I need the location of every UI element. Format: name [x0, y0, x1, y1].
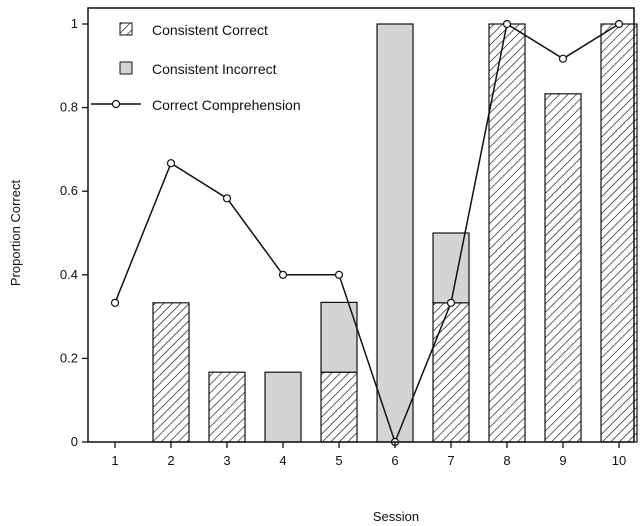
y-tick-label: 0.2 [60, 350, 78, 365]
y-axis: 0 0.2 0.4 0.6 0.8 1 [60, 16, 88, 449]
line-point [166, 159, 176, 168]
line-point [558, 54, 568, 63]
x-tick-label: 7 [447, 453, 454, 468]
comprehension-line [110, 19, 624, 447]
y-tick-label: 0 [71, 434, 78, 449]
y-axis-title: Proportion Correct [8, 180, 23, 287]
plot-frame [87, 7, 635, 443]
legend-label-correct-comprehension: Correct Comprehension [152, 97, 301, 113]
bar-consistent-correct [432, 302, 470, 443]
x-tick-label: 8 [503, 453, 510, 468]
line-point [446, 298, 456, 307]
x-tick-label: 9 [559, 453, 566, 468]
x-tick-label: 1 [111, 453, 118, 468]
line-point [502, 19, 512, 29]
line-correct-comprehension [114, 22, 620, 445]
line-point [614, 19, 624, 29]
x-axis: 1 2 3 4 5 6 7 8 9 10 [111, 442, 626, 468]
legend-swatch-consistent-correct [119, 22, 133, 36]
y-tick-label: 0.8 [60, 100, 78, 115]
y-tick-label: 1 [71, 16, 78, 31]
line-point [222, 194, 232, 203]
x-tick-label: 4 [279, 453, 286, 468]
bars [152, 23, 638, 443]
bar-consistent-incorrect [264, 371, 302, 443]
legend-label-consistent-correct: Consistent Correct [152, 22, 268, 38]
bar-consistent-correct [320, 371, 358, 443]
x-tick-label: 2 [167, 453, 174, 468]
bar-consistent-correct [152, 302, 190, 443]
line-point [278, 270, 288, 279]
x-tick-label: 6 [391, 453, 398, 468]
y-tick-label: 0.4 [60, 267, 78, 282]
x-tick-label: 3 [223, 453, 230, 468]
bar-consistent-correct [208, 371, 246, 443]
x-tick-label: 5 [335, 453, 342, 468]
legend-swatch-consistent-incorrect [119, 61, 133, 75]
bar-consistent-incorrect [320, 301, 358, 373]
bar-consistent-correct [600, 23, 638, 443]
legend: Consistent Correct Consistent Incorrect … [91, 22, 301, 113]
legend-marker-sample [111, 99, 121, 109]
bar-consistent-correct [544, 93, 582, 443]
x-tick-label: 10 [612, 453, 626, 468]
x-axis-title: Session [373, 509, 419, 524]
line-point [110, 298, 120, 307]
bar-consistent-incorrect [376, 23, 414, 443]
line-point [334, 270, 344, 279]
legend-label-consistent-incorrect: Consistent Incorrect [152, 61, 277, 77]
y-tick-label: 0.6 [60, 183, 78, 198]
